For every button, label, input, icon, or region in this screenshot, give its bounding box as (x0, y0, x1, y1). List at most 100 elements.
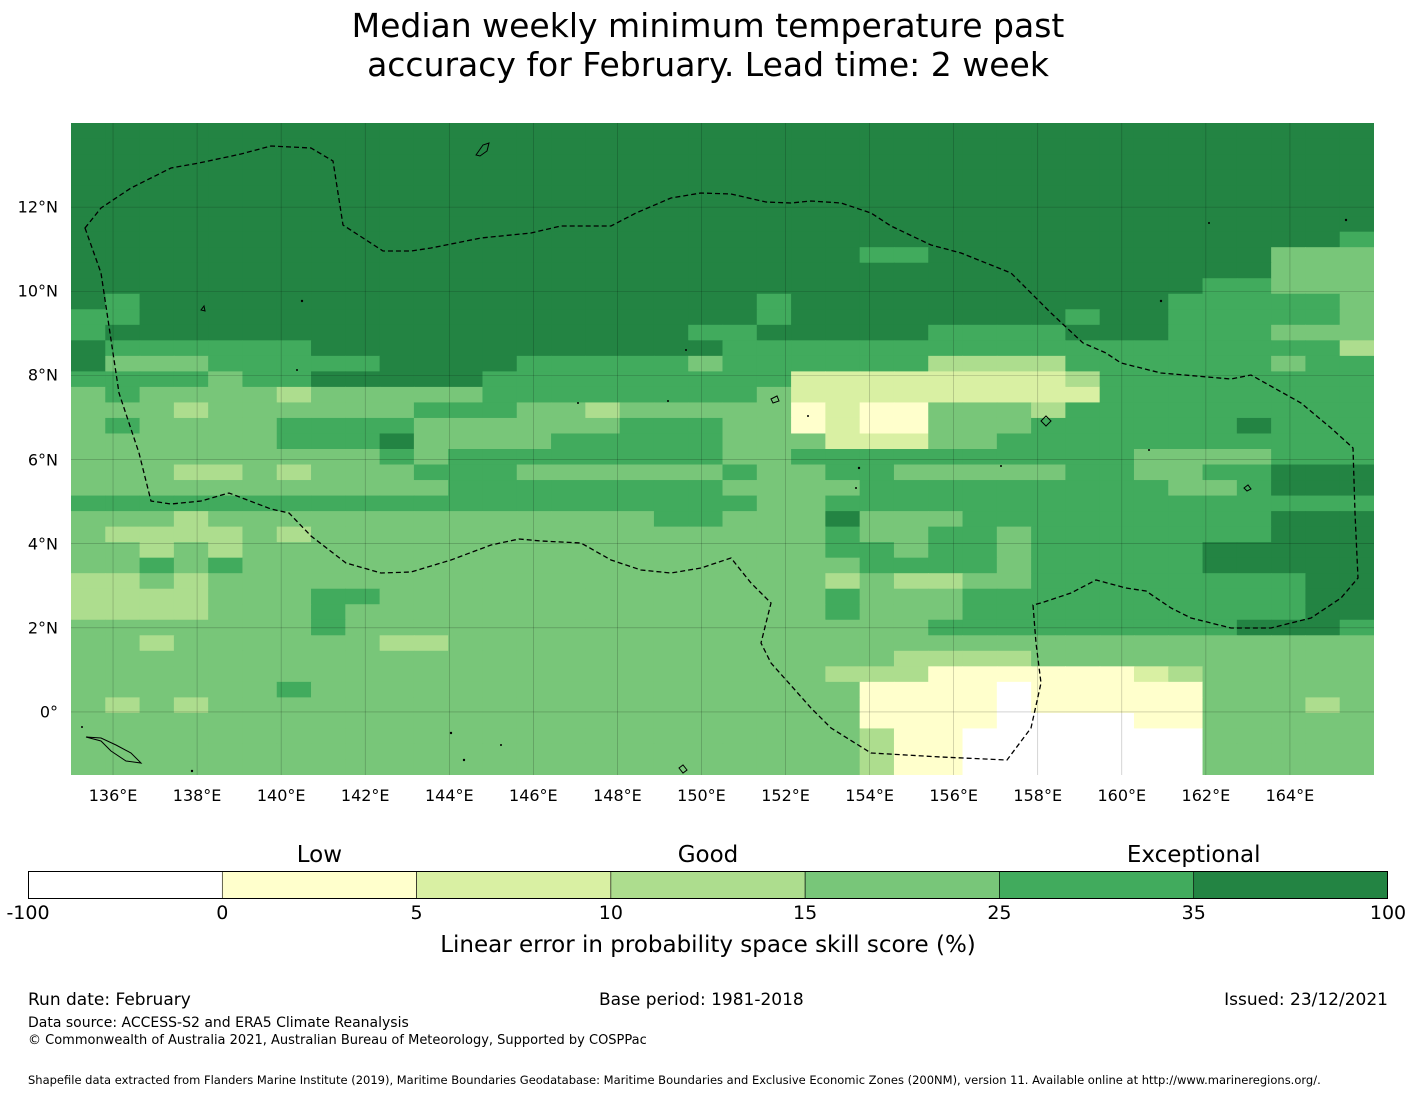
skill-cell (311, 324, 346, 341)
skill-cell (516, 293, 552, 310)
skill-cell (1031, 511, 1066, 528)
skill-cell (722, 123, 758, 140)
skill-cell (1133, 759, 1169, 775)
skill-cell (791, 402, 826, 419)
colorbar-tick-label: 10 (598, 902, 623, 924)
skill-cell (242, 464, 278, 481)
skill-cell (311, 355, 346, 372)
skill-cell (105, 588, 141, 605)
skill-cell (1236, 464, 1272, 481)
skill-cell (1271, 231, 1307, 248)
skill-cell (653, 588, 689, 605)
legend-category-label: Exceptional (1126, 842, 1261, 868)
skill-cell (791, 231, 826, 248)
skill-cell (208, 231, 244, 248)
skill-cell (756, 759, 792, 775)
skill-cell (756, 185, 792, 202)
skill-cell (962, 557, 998, 574)
skill-cell (379, 464, 415, 481)
skill-cell (688, 138, 724, 155)
skill-cell (413, 573, 449, 590)
skill-cell (71, 123, 106, 140)
skill-cell (1168, 666, 1204, 683)
skill-cell (791, 309, 826, 326)
skill-cell (688, 231, 724, 248)
skill-cell (825, 480, 861, 497)
skill-cell (105, 464, 141, 481)
skill-cell (1065, 542, 1101, 559)
skill-cell (825, 154, 861, 171)
skill-cell (928, 185, 964, 202)
skill-cell (345, 123, 381, 140)
skill-cell (208, 200, 244, 217)
skill-cell (1305, 433, 1341, 450)
skill-cell (653, 123, 689, 140)
x-tick-label: 140°E (256, 786, 306, 805)
skill-cell (722, 324, 758, 341)
skill-cell (619, 681, 655, 698)
skill-cell (893, 743, 929, 761)
skill-cell (688, 712, 724, 730)
skill-cell (1202, 293, 1238, 310)
skill-cell (1168, 743, 1204, 761)
skill-cell (1271, 216, 1307, 233)
skill-cell (516, 386, 552, 404)
skill-cell (962, 480, 998, 497)
skill-cell (1202, 743, 1238, 761)
skill-cell (448, 464, 484, 481)
skill-cell (791, 759, 826, 775)
skill-cell (139, 340, 175, 357)
skill-cell (859, 728, 895, 745)
skill-cell (619, 169, 655, 186)
skill-cell (551, 588, 586, 605)
skill-cell (551, 293, 586, 310)
skill-cell (1168, 216, 1204, 233)
skill-cell (688, 526, 724, 543)
skill-cell (482, 433, 518, 450)
skill-cell (722, 371, 758, 388)
skill-cell (619, 557, 655, 574)
skill-cell (893, 604, 929, 621)
skill-cell (1271, 635, 1307, 652)
skill-cell (379, 604, 415, 621)
skill-cell (1202, 511, 1238, 528)
skill-cell (756, 293, 792, 310)
skill-cell (893, 138, 929, 155)
skill-cell (139, 542, 175, 559)
skill-cell (379, 697, 415, 714)
skill-cell (962, 542, 998, 559)
skill-cell (413, 433, 449, 450)
skill-cell (653, 449, 689, 466)
skill-cell (516, 697, 552, 714)
skill-cell (208, 619, 244, 636)
skill-cell (1168, 185, 1204, 202)
skill-cell (688, 495, 724, 512)
skill-cell (791, 417, 826, 435)
skill-cell (105, 433, 141, 450)
skill-cell (448, 650, 484, 667)
skill-cell (722, 293, 758, 310)
skill-cell (1065, 619, 1101, 636)
colorbar-label: Linear error in probability space skill … (440, 932, 976, 958)
skill-cell (311, 216, 346, 233)
skill-cell (1031, 697, 1066, 714)
skill-cell (1031, 588, 1066, 605)
skill-cell (1339, 278, 1374, 295)
skill-cell (139, 697, 175, 714)
skill-cell (139, 138, 175, 155)
skill-cell (1168, 309, 1204, 326)
skill-cell (619, 309, 655, 326)
skill-cell (482, 635, 518, 652)
skill-cell (1099, 417, 1135, 435)
skill-cell (996, 231, 1032, 248)
skill-cell (276, 386, 312, 404)
skill-cell (105, 340, 141, 357)
skill-cell (1305, 262, 1341, 279)
skill-cell (722, 650, 758, 667)
skill-cell (859, 480, 895, 497)
skill-cell (585, 216, 621, 233)
skill-cell (242, 759, 278, 775)
skill-cell (825, 417, 861, 435)
skill-cell (208, 480, 244, 497)
skill-cell (1202, 619, 1238, 636)
